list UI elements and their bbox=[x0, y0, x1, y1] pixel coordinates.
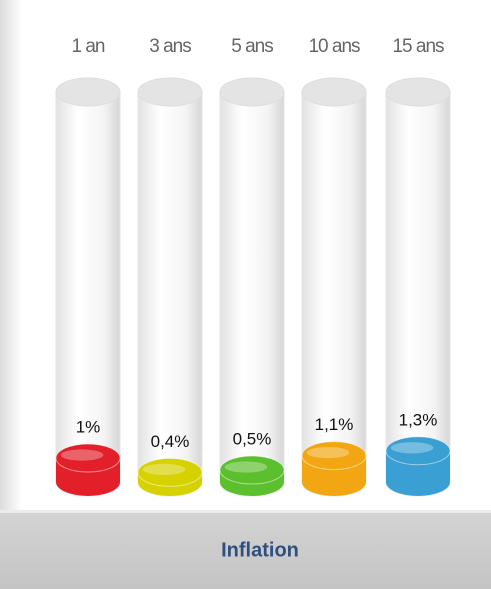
cylinder-fill bbox=[301, 441, 367, 496]
shade bbox=[0, 0, 22, 589]
tube-top bbox=[219, 77, 285, 107]
fill-shine bbox=[60, 449, 104, 461]
fill-top bbox=[219, 455, 285, 485]
cylinder-fill bbox=[219, 455, 285, 496]
cylinder-fill bbox=[55, 443, 121, 496]
fill-shine bbox=[142, 463, 186, 475]
fill-top bbox=[301, 441, 367, 471]
data-label: 1% bbox=[76, 417, 101, 436]
fill-shine bbox=[390, 442, 434, 454]
data-label: 0,4% bbox=[151, 432, 190, 451]
tube bbox=[301, 91, 367, 497]
data-label: 1,1% bbox=[315, 415, 354, 434]
data-label: 0,5% bbox=[233, 429, 272, 448]
fill-top bbox=[385, 436, 451, 466]
x-tick-label: 1 an bbox=[72, 36, 105, 57]
tube-top bbox=[137, 77, 203, 107]
fill-top bbox=[137, 457, 203, 487]
x-tick-label: 3 ans bbox=[149, 36, 191, 57]
fill-shine bbox=[306, 447, 350, 459]
tube-top bbox=[385, 77, 451, 107]
cylinder-fill bbox=[137, 457, 203, 496]
x-tick-label: 5 ans bbox=[231, 36, 273, 57]
band-edge bbox=[0, 510, 491, 513]
fill-top bbox=[55, 443, 121, 473]
x-tick-label: 10 ans bbox=[308, 36, 360, 57]
x-tick-label: 15 ans bbox=[392, 36, 444, 57]
tube-top bbox=[55, 77, 121, 107]
title-band bbox=[0, 510, 491, 589]
data-label: 1,3% bbox=[399, 410, 438, 429]
chart-title: Inflation bbox=[221, 539, 299, 561]
fill-shine bbox=[224, 461, 268, 473]
tube-top bbox=[301, 77, 367, 107]
cylinder-fill bbox=[385, 436, 451, 496]
tube bbox=[385, 91, 451, 497]
